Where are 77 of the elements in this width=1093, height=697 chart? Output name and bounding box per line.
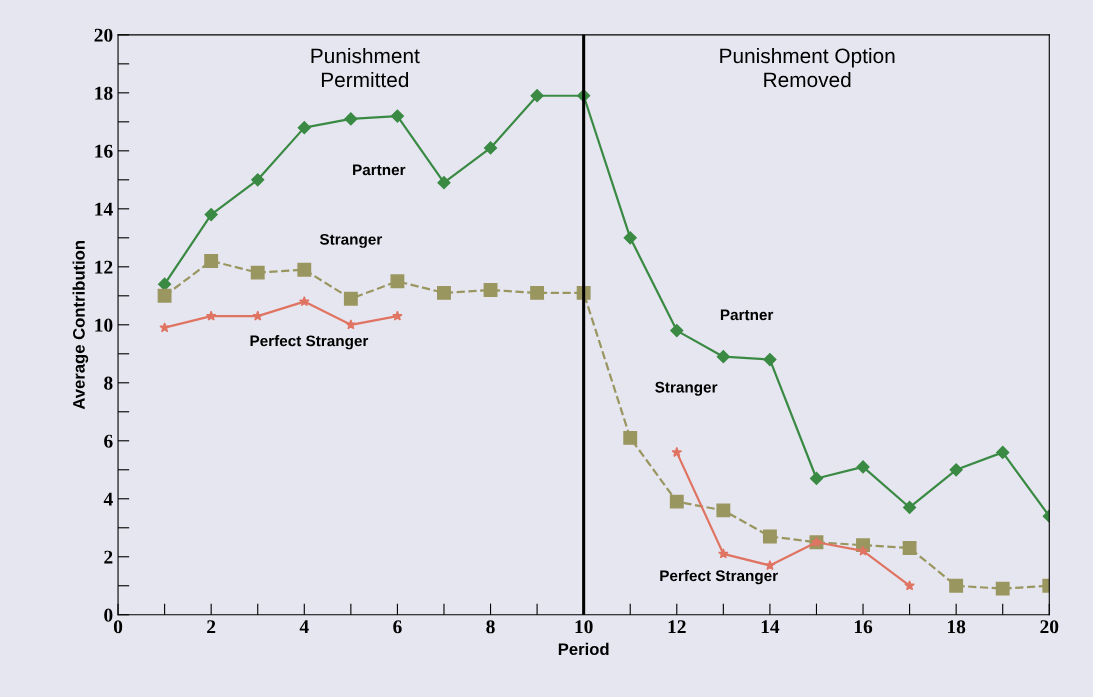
point bbox=[158, 277, 172, 291]
point bbox=[298, 296, 310, 307]
x-tick-label: 8 bbox=[486, 620, 495, 634]
point bbox=[204, 254, 219, 268]
point bbox=[252, 310, 264, 321]
point bbox=[159, 322, 170, 333]
point bbox=[157, 288, 172, 303]
x-tick-label: 10 bbox=[575, 620, 593, 634]
point bbox=[345, 319, 357, 330]
y-tick-label: 18 bbox=[95, 86, 113, 100]
y-axis-title: Average Contribution bbox=[72, 240, 89, 410]
point bbox=[251, 173, 265, 187]
y-tick-label: 20 bbox=[94, 28, 113, 42]
point bbox=[764, 559, 776, 571]
text: Partner bbox=[720, 309, 774, 321]
point bbox=[904, 580, 915, 591]
point bbox=[343, 291, 358, 306]
point bbox=[856, 460, 870, 474]
point bbox=[205, 310, 217, 321]
point bbox=[902, 541, 917, 556]
x-tick-label: 4 bbox=[299, 620, 309, 634]
point bbox=[949, 463, 963, 477]
point bbox=[297, 262, 312, 277]
point bbox=[762, 529, 777, 544]
text: Perfect Stranger bbox=[250, 335, 369, 350]
y-tick-label: 2 bbox=[104, 550, 113, 564]
x-tick-label: 6 bbox=[393, 620, 402, 634]
y-tick-label: 0 bbox=[104, 608, 113, 622]
point bbox=[483, 283, 498, 297]
y-tick-label: 6 bbox=[104, 434, 113, 448]
point bbox=[437, 176, 451, 190]
point bbox=[390, 274, 405, 289]
point bbox=[623, 430, 638, 445]
y-tick-label: 4 bbox=[103, 492, 113, 506]
point bbox=[716, 350, 730, 364]
x-tick-label: 20 bbox=[1040, 620, 1059, 634]
point bbox=[996, 445, 1010, 459]
series-label: Partner bbox=[353, 164, 406, 176]
point bbox=[390, 109, 405, 123]
point bbox=[530, 285, 545, 300]
point bbox=[670, 324, 684, 338]
y-tick-label: 16 bbox=[95, 144, 113, 158]
x-tick-label: 0 bbox=[113, 620, 123, 634]
point bbox=[995, 581, 1010, 596]
point bbox=[204, 208, 218, 222]
point bbox=[949, 578, 964, 593]
x-tick-label: 18 bbox=[947, 620, 966, 634]
point bbox=[297, 121, 311, 135]
x-tick-label: 14 bbox=[761, 620, 780, 634]
point bbox=[530, 89, 544, 103]
point bbox=[903, 500, 917, 515]
y-tick-label: 12 bbox=[95, 260, 113, 274]
point bbox=[857, 545, 869, 556]
x-tick-label: 2 bbox=[207, 620, 216, 634]
point bbox=[718, 548, 729, 559]
point bbox=[671, 446, 683, 458]
point bbox=[809, 471, 824, 486]
y-tick-label: 10 bbox=[95, 318, 113, 332]
x-tick-label: 16 bbox=[854, 620, 873, 634]
y-tick-label: 14 bbox=[95, 202, 113, 216]
point bbox=[716, 503, 731, 518]
point bbox=[437, 285, 451, 300]
point bbox=[392, 310, 403, 321]
x-tick-label: 12 bbox=[668, 620, 686, 634]
point bbox=[250, 265, 265, 280]
point bbox=[483, 141, 498, 155]
series-label: Stranger bbox=[319, 233, 383, 248]
annotation: Punishment Option Removed bbox=[720, 47, 895, 88]
point bbox=[763, 353, 777, 367]
series-label: Perfect Stranger bbox=[660, 569, 778, 585]
x-axis-title: Period bbox=[558, 642, 609, 656]
annotation: Punishment Permitted bbox=[311, 47, 420, 88]
y-tick-label: 8 bbox=[104, 376, 113, 390]
text: Stranger bbox=[655, 381, 718, 396]
point bbox=[669, 494, 684, 509]
point bbox=[623, 231, 637, 245]
point bbox=[344, 112, 358, 126]
